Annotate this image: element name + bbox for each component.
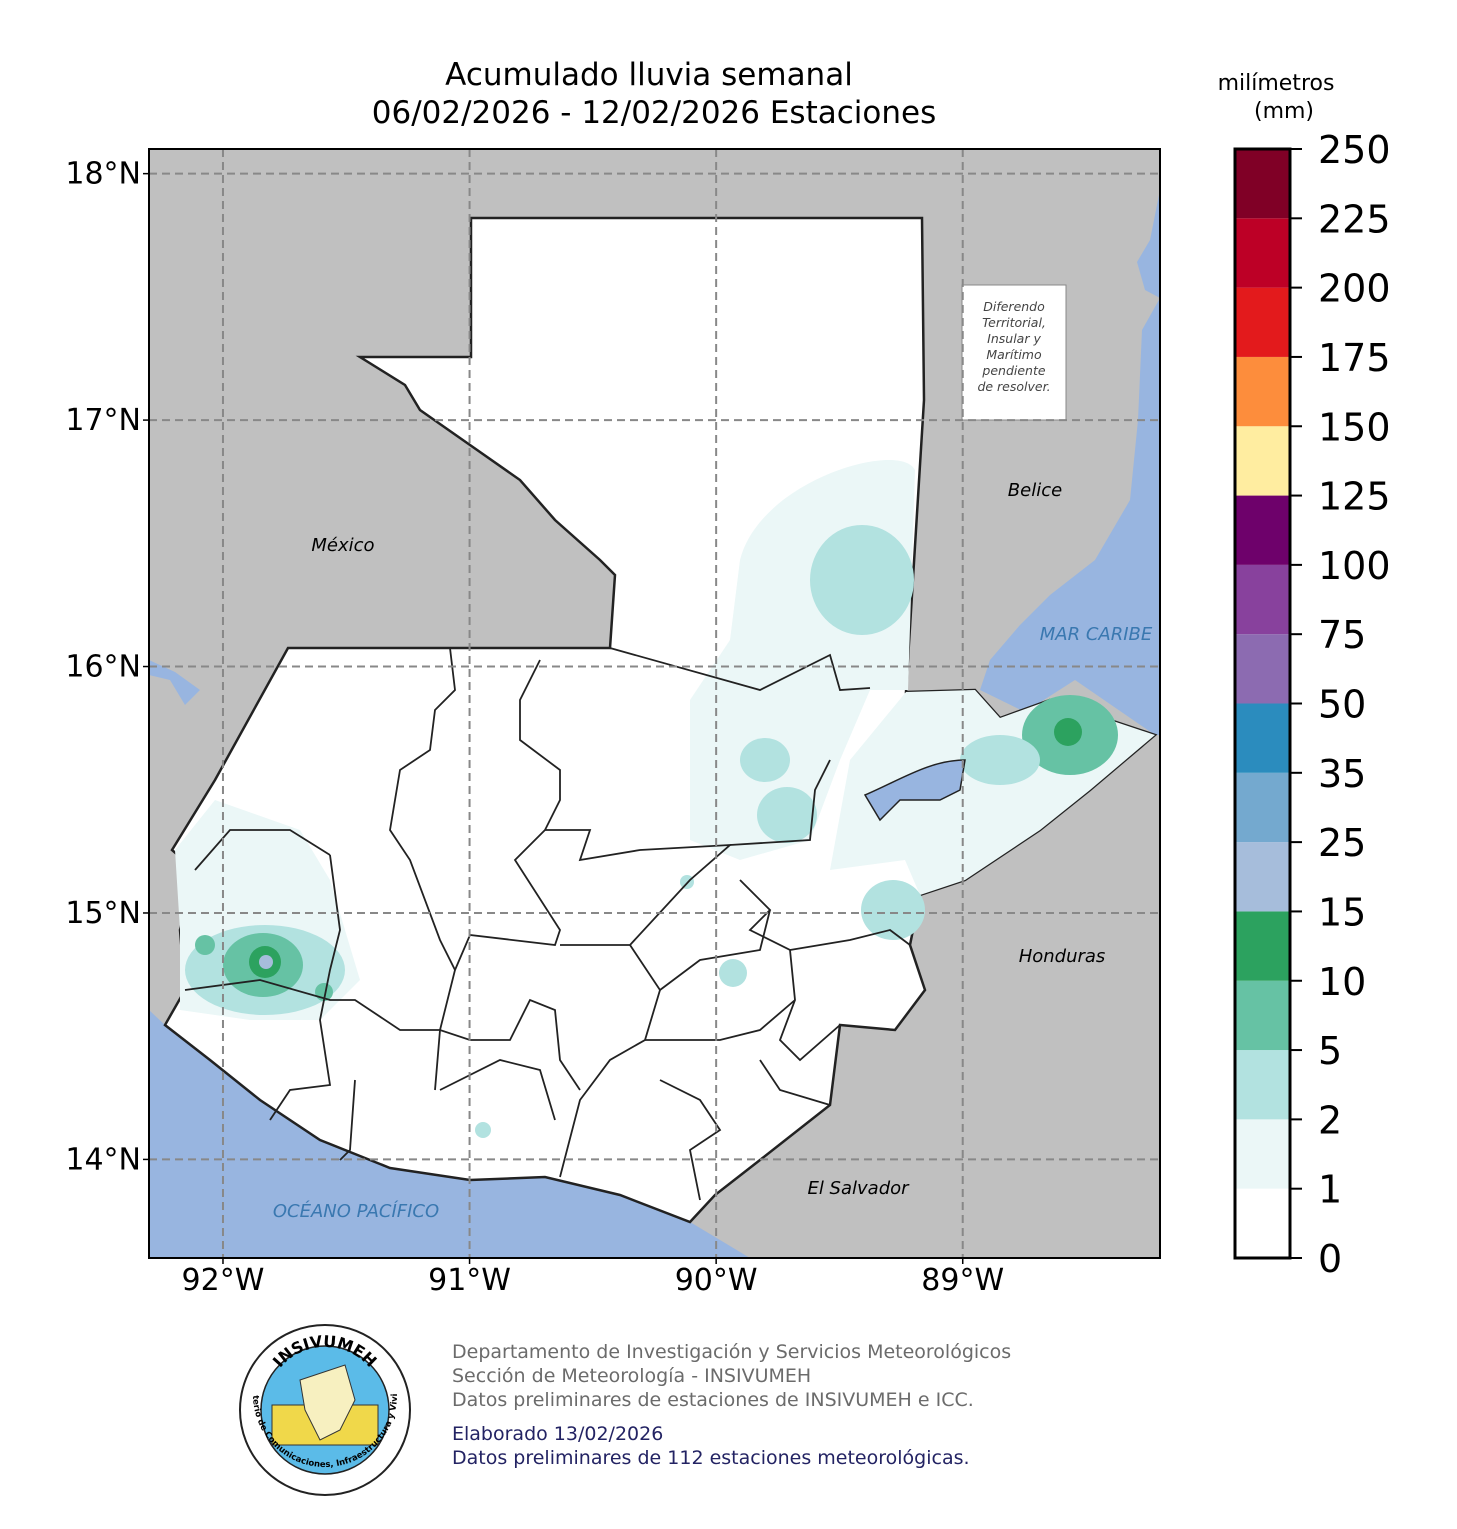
colorbar-tick-label: 0 <box>1318 1237 1342 1281</box>
subtitle: 06/02/2026 - 12/02/2026 Estaciones <box>372 95 936 131</box>
sea-label: MAR CARIBE <box>1040 624 1153 645</box>
colorbar-tick-label: 125 <box>1318 475 1391 519</box>
colorbar-tick-label: 175 <box>1318 336 1391 380</box>
lat-tick-label: 18°N <box>65 157 141 192</box>
colorbar-tick-label: 10 <box>1318 960 1366 1004</box>
color-bin <box>1235 356 1290 427</box>
note-line: Territorial, <box>982 315 1046 330</box>
map-frame <box>148 148 1161 1259</box>
footer-info: Sección de Meteorología - INSIVUMEH <box>452 1365 811 1387</box>
colorbar-tick-label: 75 <box>1318 613 1366 657</box>
note-line: Diferendo <box>983 299 1045 314</box>
colorbar-tick-label: 2 <box>1318 1098 1342 1142</box>
colorbar-tick-label: 250 <box>1318 128 1391 172</box>
rain-field <box>175 460 1155 1138</box>
color-bin <box>1235 1188 1290 1258</box>
lon-tick-label: 92°W <box>182 1263 265 1298</box>
lake-izabal <box>863 759 966 822</box>
country-label: El Salvador <box>807 1178 910 1199</box>
grid <box>149 149 1160 1258</box>
color-bin <box>1235 634 1290 704</box>
color-bin <box>1235 218 1290 288</box>
note-line: Marítimo <box>986 347 1042 362</box>
color-bin <box>1235 842 1290 912</box>
lat-tick-label: 17°N <box>65 403 141 438</box>
colorbar-tick-label: 150 <box>1318 405 1391 449</box>
colorbar-tick-label: 225 <box>1318 197 1391 241</box>
country-label: México <box>311 535 374 556</box>
note-line: Insular y <box>987 331 1041 346</box>
pacific-ocean <box>149 1010 750 1258</box>
caribbean-sea <box>980 190 1160 735</box>
country-label: Honduras <box>1019 946 1106 967</box>
color-bin <box>1235 772 1290 843</box>
color-bin <box>1235 1119 1290 1189</box>
footer-note: Datos preliminares de 112 estaciones met… <box>452 1447 970 1469</box>
color-bin <box>1235 980 1290 1051</box>
title: Acumulado lluvia semanal <box>445 57 853 93</box>
color-bin <box>1235 911 1290 981</box>
color-bin <box>1235 1050 1290 1120</box>
note-line: pendiente <box>981 363 1045 378</box>
lon-tick-label: 89°W <box>921 1263 1004 1298</box>
lon-tick-label: 90°W <box>675 1263 758 1298</box>
sea-label: OCÉANO PACÍFICO <box>273 1200 439 1222</box>
colorbar: 0125101525355075100125150175200225250mil… <box>1218 71 1391 1281</box>
colorbar-tick-label: 100 <box>1318 544 1391 588</box>
colorbar-tick-label: 50 <box>1318 683 1366 727</box>
footer-info: Departamento de Investigación y Servicio… <box>452 1341 1011 1363</box>
lagoon <box>149 660 200 705</box>
color-bin <box>1235 703 1290 773</box>
lat-tick-label: 16°N <box>65 650 141 685</box>
colorbar-title: (mm) <box>1254 99 1314 124</box>
department-borders <box>184 647 911 1201</box>
lat-tick-label: 15°N <box>65 896 141 931</box>
color-bin <box>1235 495 1290 565</box>
lat-tick-label: 14°N <box>65 1142 141 1177</box>
note-line: de resolver. <box>977 379 1050 394</box>
color-bin <box>1235 426 1290 496</box>
footer-info: Datos preliminares de estaciones de INSI… <box>452 1389 974 1411</box>
colorbar-title: milímetros <box>1218 71 1335 96</box>
colorbar-tick-label: 15 <box>1318 890 1366 934</box>
map-axes: 18°N 17°N 16°N 15°N 14°N 92°W 91°W 90°W 89°W <box>65 157 1004 1298</box>
dispute-box <box>961 284 1067 421</box>
colorbar-tick-label: 200 <box>1318 267 1391 311</box>
lon-tick-label: 91°W <box>428 1263 511 1298</box>
footer-note: Elaborado 13/02/2026 <box>452 1423 663 1445</box>
map: México Belice Honduras El Salvador MAR C… <box>149 149 1160 1258</box>
colorbar-tick-label: 25 <box>1318 821 1366 865</box>
colorbar-tick-label: 35 <box>1318 752 1366 796</box>
country-label: Belice <box>1008 480 1062 501</box>
footer: Departamento de Investigación y Servicio… <box>452 1341 1011 1469</box>
colorbar-tick-label: 5 <box>1318 1029 1342 1073</box>
color-bin <box>1235 149 1290 219</box>
color-bin <box>1235 564 1290 635</box>
color-bin <box>1235 287 1290 357</box>
colorbar-tick-label: 1 <box>1318 1168 1342 1212</box>
